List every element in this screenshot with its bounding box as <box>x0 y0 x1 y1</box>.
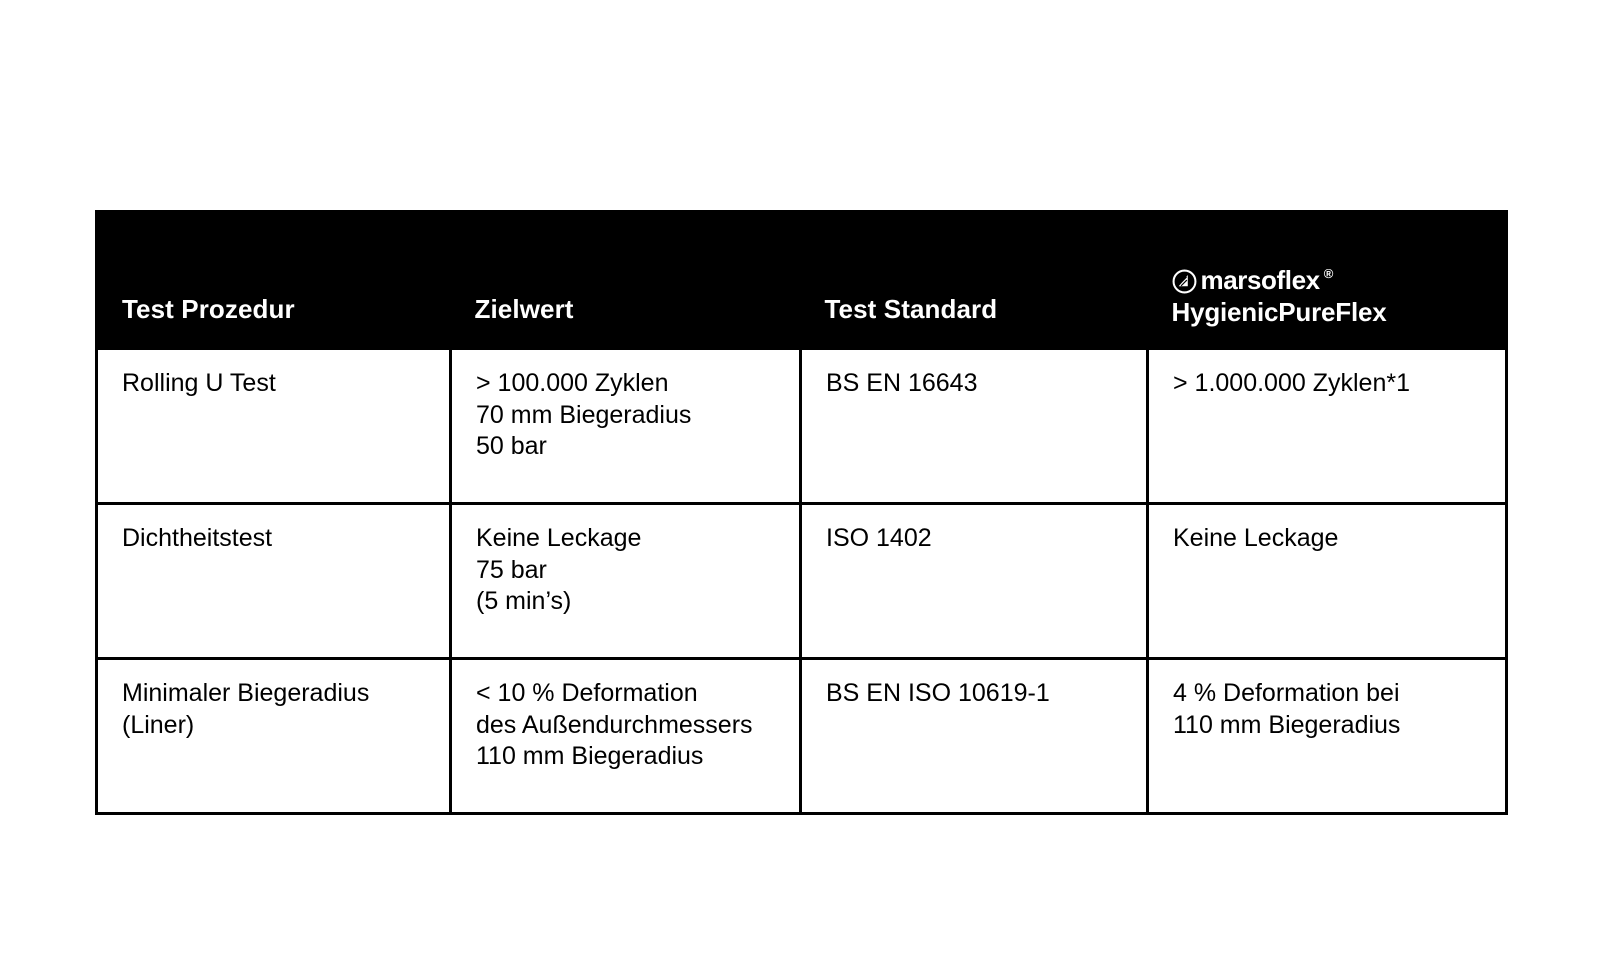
table-row: Dichtheitstest Keine Leckage 75 bar (5 m… <box>96 502 1507 659</box>
registered-trademark-icon: ® <box>1323 265 1334 281</box>
table-row: Minimaler Biegeradius (Liner) < 10 % Def… <box>96 657 1507 814</box>
table-header-row: Test Prozedur Zielwert Test Standard <box>96 211 1507 349</box>
column-header-test-standard: Test Standard <box>800 211 1148 349</box>
column-header-zielwert: Zielwert <box>450 211 801 349</box>
cell-test-standard: BS EN ISO 10619-1 <box>799 657 1148 814</box>
marsoflex-brand-lockup: marsoflex ® HygienicPureFlex <box>1171 267 1506 327</box>
cell-target-value: < 10 % Deformation des Außendurchmessers… <box>449 657 801 814</box>
column-header-test-prozedur: Test Prozedur <box>96 211 451 349</box>
cell-target-value: > 100.000 Zyklen 70 mm Biegeradius 50 ba… <box>449 347 801 504</box>
brand-name: marsoflex <box>1200 265 1321 295</box>
brand-top-line: marsoflex ® <box>1172 267 1506 293</box>
specification-table: Test Prozedur Zielwert Test Standard <box>95 210 1508 815</box>
table-row: Rolling U Test > 100.000 Zyklen 70 mm Bi… <box>96 347 1507 504</box>
table-header: Test Prozedur Zielwert Test Standard <box>96 211 1507 349</box>
cell-result: Keine Leckage <box>1146 502 1507 659</box>
cell-test-procedure: Dichtheitstest <box>96 502 451 659</box>
brand-product-name: HygienicPureFlex <box>1171 297 1387 327</box>
table-body: Rolling U Test > 100.000 Zyklen 70 mm Bi… <box>96 347 1507 814</box>
cell-test-procedure: Minimaler Biegeradius (Liner) <box>96 657 451 814</box>
cell-test-standard: BS EN 16643 <box>799 347 1148 504</box>
cell-target-value: Keine Leckage 75 bar (5 min’s) <box>449 502 801 659</box>
cell-test-standard: ISO 1402 <box>799 502 1148 659</box>
cell-result: 4 % Deformation bei 110 mm Biegeradius <box>1146 657 1507 814</box>
marsoflex-circle-logo-icon <box>1172 269 1197 294</box>
cell-test-procedure: Rolling U Test <box>96 347 451 504</box>
column-header-brand: marsoflex ® HygienicPureFlex <box>1147 211 1507 349</box>
cell-result: > 1.000.000 Zyklen*1 <box>1146 347 1507 504</box>
